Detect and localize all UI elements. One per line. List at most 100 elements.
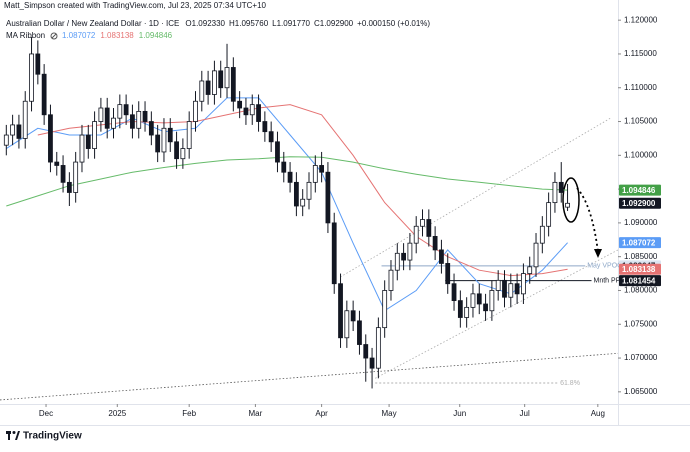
candle-body [300,198,306,207]
trendline [0,352,619,401]
y-tick-label: 1.065000 [624,387,658,396]
x-tick-label: Feb [182,409,196,418]
candle-body [306,181,312,200]
candle-body [180,148,186,160]
candle-body [104,107,110,129]
ohlc-value: O1.092330 [185,19,225,28]
candle-body [470,293,476,308]
candle-body [344,310,350,339]
candle-body [489,290,495,312]
candle-body [262,121,268,133]
x-tick-label: Mar [249,409,263,418]
candle-body [155,134,161,153]
candle-body [54,161,60,166]
price-tag [619,263,661,275]
y-tick-label: 1.070000 [624,353,658,362]
candle-body [451,283,457,302]
candle-body [199,80,205,102]
ohlc-value: C1.092900 [314,19,354,28]
candle-body [445,263,451,285]
candle-body [73,161,79,193]
candle-body [407,242,413,261]
ohlc-value: H1.095760 [229,19,269,28]
candle-body [41,73,47,116]
candle-body [237,100,243,109]
candle-body [256,104,261,122]
candle-body [565,202,570,208]
candle-body [533,242,539,268]
candle-body [350,310,356,322]
price-tag [619,184,661,196]
candle-body [85,134,91,149]
candle-body [357,320,362,345]
attribution: Matt_Simpson created with TradingView.co… [4,1,267,10]
price-tag [619,275,661,287]
price-tag-label: 1.087072 [622,238,656,247]
ohlc-value: L1.091770 [272,19,310,28]
candle-body [10,124,16,136]
candle-body [312,165,318,183]
candle-body [249,104,255,116]
candle-body [268,131,274,143]
candle-body [502,279,507,298]
y-tick-label: 1.120000 [624,15,658,24]
candle-body [413,225,419,244]
candle-body [29,53,34,102]
indicator-name: MA Ribbon [6,31,45,40]
price-tag-label: 1.081454 [622,276,656,285]
x-tick-label: Jul [520,409,530,418]
price-tag [619,197,661,209]
candle-body [275,141,280,163]
highlight-ellipse [562,177,580,223]
candle-body [420,219,425,227]
candle-body [117,104,123,119]
candle-body [388,269,394,291]
indicator-value: 1.087072 [62,31,96,40]
candle-body [212,70,217,95]
x-tick-label: Jun [453,409,466,418]
y-tick-label: 1.105000 [624,117,658,126]
candle-body [142,110,148,122]
candle-body [382,290,388,329]
candle-body [98,107,104,122]
price-tag-label: 1.083138 [622,265,656,274]
x-tick-label: 2025 [108,409,126,418]
y-tick-label: 1.115000 [624,49,657,58]
x-tick-label: Apr [315,409,328,418]
candle-body [3,134,9,146]
candle-body [527,266,533,274]
candle-body [432,236,438,251]
candle-body [60,165,66,183]
candle-body [111,117,116,129]
candle-body [331,222,337,285]
candle-body [369,357,375,369]
moving-average [37,104,568,277]
candle-body [186,121,192,149]
price-tag [619,237,661,249]
candle-body [123,104,129,116]
level-label: Mnth PP [594,277,621,284]
candle-body [243,107,249,116]
candle-body [167,127,173,143]
chart-title: Australian Dollar / New Zealand Dollar ·… [6,19,179,28]
candle-body [375,327,381,369]
candle-body [287,171,293,183]
y-tick-label: 1.110000 [624,83,657,92]
price-tag-label: 1.094846 [622,186,656,195]
moving-average [6,156,568,207]
candle-body [439,249,444,264]
candle-body [363,344,369,359]
y-tick-label: 1.100000 [624,150,658,159]
candle-body [293,181,299,207]
candle-body [464,306,470,318]
y-tick-label: 1.075000 [624,319,658,328]
x-tick-label: Dec [39,409,53,418]
candle-body [22,100,28,139]
y-tick-label: 1.080000 [624,286,658,295]
ohlc-value: +0.000150 (+0.01%) [357,19,430,28]
candle-body [401,252,406,261]
moving-average [6,97,568,312]
candle-body [558,181,564,193]
candle-body [521,273,526,295]
